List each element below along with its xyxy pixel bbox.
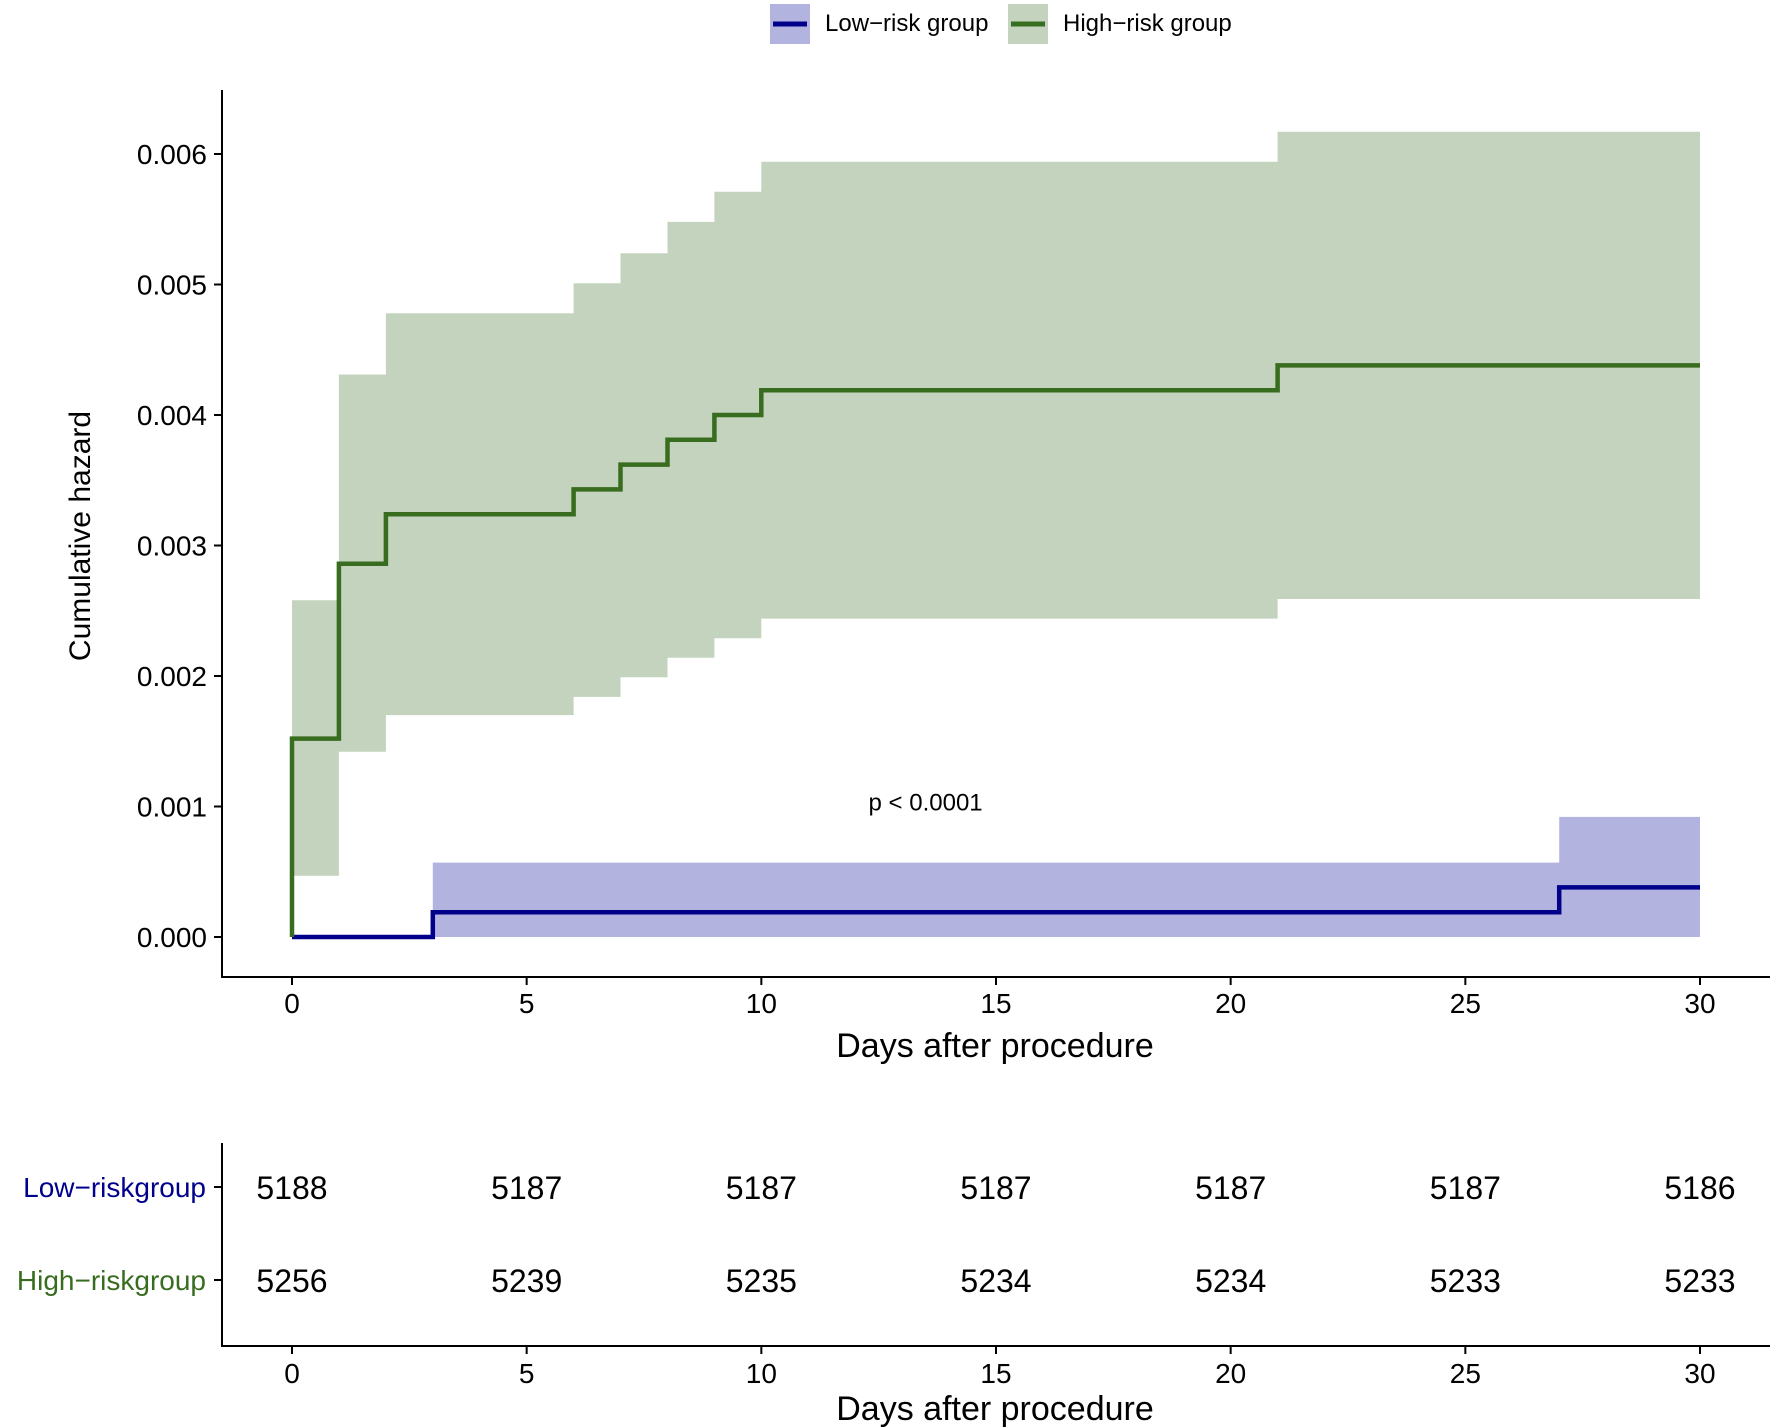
x-axis-title: Days after procedure <box>836 1027 1154 1065</box>
y-tick-label: 0.001 <box>137 792 207 823</box>
risk-count: 5256 <box>256 1263 327 1299</box>
ci-band-low <box>292 816 1700 937</box>
risk-x-tick-label: 10 <box>746 1358 777 1389</box>
ci-bands <box>292 131 1700 937</box>
x-tick-label: 30 <box>1684 988 1715 1019</box>
p-value-annotation: p < 0.0001 <box>869 789 983 816</box>
y-tick-label: 0.005 <box>137 270 207 301</box>
x-tick-label: 10 <box>746 988 777 1019</box>
risk-count: 5233 <box>1430 1263 1501 1299</box>
ci-band-high <box>292 131 1700 876</box>
risk-count: 5234 <box>960 1263 1031 1299</box>
x-tick-label: 0 <box>284 988 300 1019</box>
risk-count: 5188 <box>256 1170 327 1206</box>
risk-row-label: Low−riskgroup <box>23 1172 206 1203</box>
x-ticks: 0 5 10 15 20 25 30 <box>284 977 1716 1019</box>
risk-row-label: High−riskgroup <box>17 1265 206 1296</box>
y-axis-title: Cumulative hazard <box>64 411 97 661</box>
risk-count: 5239 <box>491 1263 562 1299</box>
risk-count: 5235 <box>726 1263 797 1299</box>
legend-label-high: High−risk group <box>1063 10 1232 37</box>
risk-table: Low−riskgroup 5188 5187 5187 5187 5187 5187 518… <box>17 1170 1736 1299</box>
risk-count: 5233 <box>1664 1263 1735 1299</box>
hazard-line-low <box>292 885 1700 940</box>
x-tick-label: 20 <box>1215 988 1246 1019</box>
risk-count: 5187 <box>1195 1170 1266 1206</box>
y-tick-label: 0.004 <box>137 400 207 431</box>
risk-x-tick-label: 30 <box>1684 1358 1715 1389</box>
risk-x-tick-label: 5 <box>519 1358 535 1389</box>
y-ticks: 0.000 0.001 0.002 0.003 0.004 0.005 0.006 <box>137 139 222 953</box>
risk-count: 5187 <box>960 1170 1031 1206</box>
risk-x-tick-label: 0 <box>284 1358 300 1389</box>
risk-count: 5186 <box>1664 1170 1735 1206</box>
y-tick-label: 0.000 <box>137 922 207 953</box>
legend: Low−risk group High−risk group <box>770 4 1232 44</box>
risk-x-ticks: 0 5 10 15 20 25 30 <box>284 1346 1716 1389</box>
x-tick-label: 5 <box>519 988 535 1019</box>
risk-count: 5187 <box>1430 1170 1501 1206</box>
risk-count: 5187 <box>491 1170 562 1206</box>
hazard-line-high <box>289 363 1700 937</box>
y-tick-label: 0.003 <box>137 531 207 562</box>
risk-x-tick-label: 15 <box>980 1358 1011 1389</box>
y-tick-label: 0.002 <box>137 661 207 692</box>
risk-x-tick-label: 20 <box>1215 1358 1246 1389</box>
risk-x-tick-label: 25 <box>1450 1358 1481 1389</box>
x-tick-label: 15 <box>980 988 1011 1019</box>
risk-x-axis-title: Days after procedure <box>836 1390 1154 1428</box>
risk-count: 5187 <box>726 1170 797 1206</box>
hazard-curves <box>289 363 1700 940</box>
risk-count: 5234 <box>1195 1263 1266 1299</box>
x-tick-label: 25 <box>1450 988 1481 1019</box>
legend-label-low: Low−risk group <box>825 10 988 37</box>
y-tick-label: 0.006 <box>137 139 207 170</box>
